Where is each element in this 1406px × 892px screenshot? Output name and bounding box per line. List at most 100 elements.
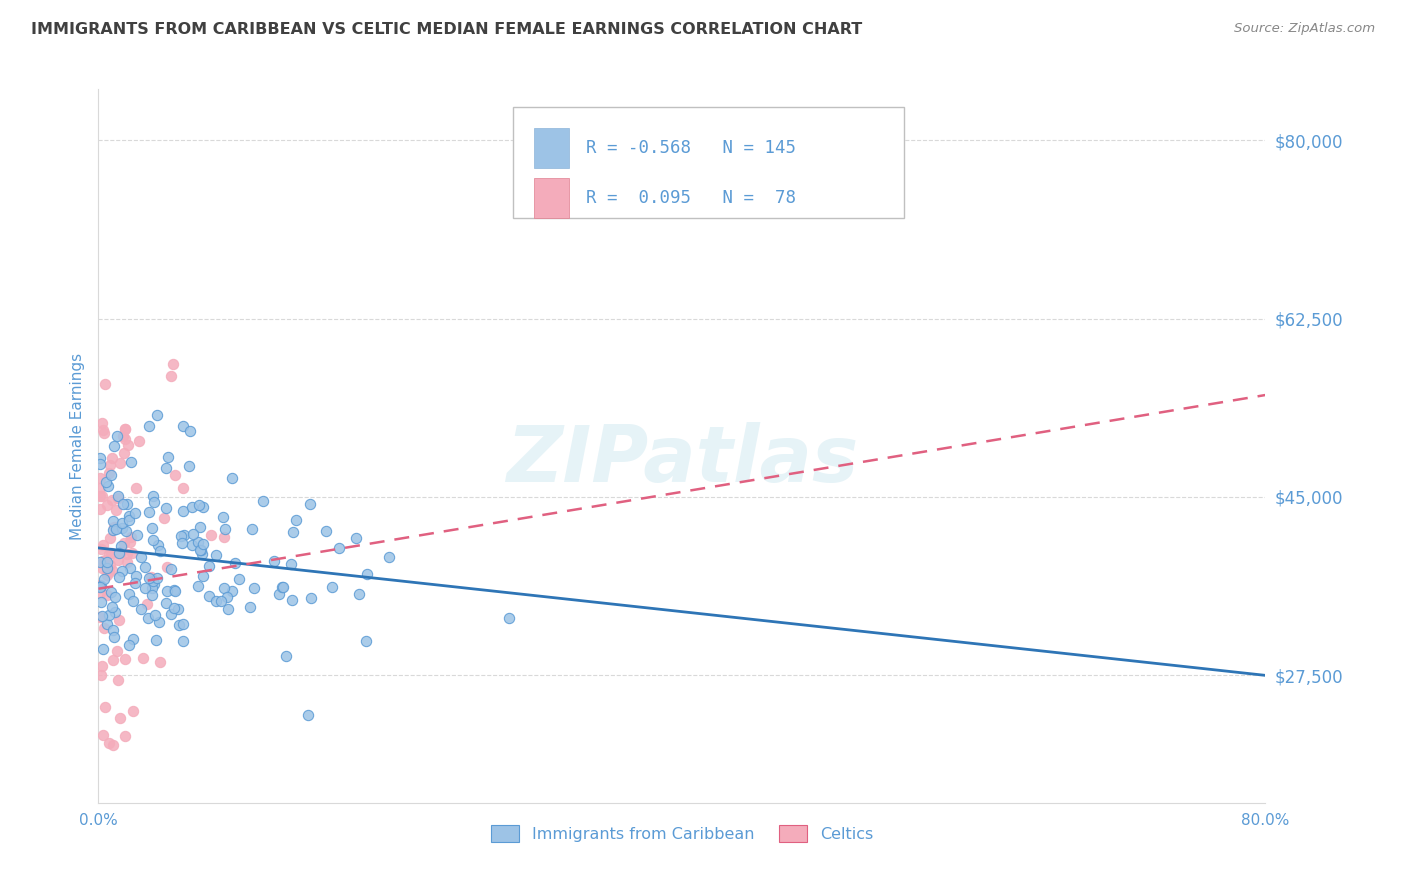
Point xyxy=(281,524,304,539)
Point xyxy=(107,489,129,503)
Point xyxy=(122,632,145,646)
Point xyxy=(172,617,194,632)
Point xyxy=(114,433,136,447)
Point xyxy=(315,524,337,539)
Point xyxy=(98,531,121,545)
Point xyxy=(156,559,179,574)
Text: R =  0.095   N =  78: R = 0.095 N = 78 xyxy=(586,189,796,207)
Point xyxy=(89,457,111,471)
FancyBboxPatch shape xyxy=(534,128,568,168)
Point xyxy=(90,608,112,623)
Point xyxy=(96,588,118,602)
Point xyxy=(96,568,118,582)
Point xyxy=(120,454,142,468)
Point xyxy=(172,633,194,648)
Point xyxy=(181,538,204,552)
Point xyxy=(212,509,235,524)
Point xyxy=(160,562,183,576)
Point xyxy=(321,580,343,594)
Point xyxy=(141,588,163,602)
Point xyxy=(91,554,114,568)
Point xyxy=(104,605,127,619)
Point xyxy=(378,549,401,564)
Point xyxy=(100,546,122,560)
Point xyxy=(200,527,222,541)
Point xyxy=(190,543,212,558)
Point xyxy=(89,451,111,466)
Point xyxy=(188,520,211,534)
Point xyxy=(107,553,129,567)
Point xyxy=(94,475,117,489)
Point xyxy=(93,621,115,635)
Point xyxy=(107,491,129,505)
Point xyxy=(239,599,262,614)
Point xyxy=(172,481,194,495)
Point xyxy=(252,494,274,508)
Point xyxy=(228,572,250,586)
Point xyxy=(179,424,201,438)
Point xyxy=(89,609,111,624)
Point xyxy=(96,479,118,493)
Point xyxy=(156,583,179,598)
Point xyxy=(344,531,367,545)
Y-axis label: Median Female Earnings: Median Female Earnings xyxy=(69,352,84,540)
Text: ZIPatlas: ZIPatlas xyxy=(506,422,858,499)
Point xyxy=(101,624,124,638)
Point xyxy=(94,376,117,391)
Point xyxy=(299,591,322,605)
Point xyxy=(172,503,194,517)
Point xyxy=(91,489,114,503)
Point xyxy=(89,501,111,516)
Point xyxy=(142,495,165,509)
Point xyxy=(115,547,138,561)
Point xyxy=(118,561,141,575)
Point xyxy=(177,458,200,473)
Text: Source: ZipAtlas.com: Source: ZipAtlas.com xyxy=(1234,22,1375,36)
Point xyxy=(124,506,146,520)
Point xyxy=(221,471,243,485)
Point xyxy=(221,583,243,598)
Point xyxy=(115,497,138,511)
Point xyxy=(167,618,190,632)
Point xyxy=(356,566,378,581)
Point xyxy=(104,522,127,536)
Point xyxy=(91,659,114,673)
Point xyxy=(145,571,167,585)
Point xyxy=(103,653,125,667)
Point xyxy=(96,616,118,631)
Point xyxy=(193,568,215,582)
Point xyxy=(136,610,159,624)
Point xyxy=(155,501,177,516)
Point xyxy=(90,579,112,593)
Point xyxy=(163,583,186,598)
Point xyxy=(188,543,211,558)
Point xyxy=(93,572,115,586)
Point xyxy=(117,513,139,527)
Point xyxy=(139,570,162,584)
Point xyxy=(112,446,135,460)
Legend: Immigrants from Caribbean, Celtics: Immigrants from Caribbean, Celtics xyxy=(484,819,880,848)
Point xyxy=(162,357,184,371)
Point xyxy=(91,728,114,742)
Point xyxy=(117,639,139,653)
Point xyxy=(243,582,266,596)
Point xyxy=(89,585,111,599)
Point xyxy=(110,539,132,553)
FancyBboxPatch shape xyxy=(534,178,568,218)
Point xyxy=(107,673,129,687)
Point xyxy=(217,602,239,616)
Point xyxy=(142,533,165,547)
Point xyxy=(155,461,177,475)
Point xyxy=(148,537,170,551)
Point xyxy=(91,561,114,575)
Point xyxy=(183,526,205,541)
Point xyxy=(115,555,138,569)
Point xyxy=(285,513,308,527)
Point xyxy=(217,590,239,604)
Point xyxy=(276,649,298,664)
Point xyxy=(128,434,150,449)
Point xyxy=(190,547,212,561)
Point xyxy=(118,509,141,524)
Point xyxy=(498,611,520,625)
Point xyxy=(120,535,142,549)
